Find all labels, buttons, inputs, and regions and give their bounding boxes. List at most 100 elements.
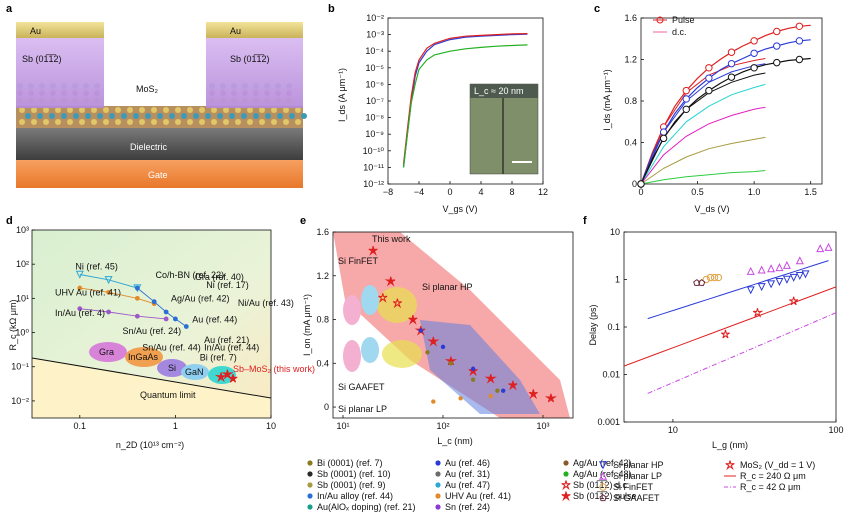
- chart-b-series-line-2: [402, 44, 528, 168]
- legend-e-marker-7: [435, 482, 441, 488]
- chart-e-ytick-label: 0.4: [316, 358, 329, 368]
- chart-e-frame: [332, 231, 574, 419]
- chart-f-point-4: [789, 296, 799, 306]
- mos2-atom: [133, 113, 139, 119]
- chart-b-ytick-label: 10⁻⁹: [365, 129, 384, 139]
- mos2-label: MoS₂: [136, 84, 159, 94]
- mos2-atom: [229, 113, 235, 119]
- chart-d-point: [163, 316, 169, 322]
- chart-c-pulse-point: [773, 58, 781, 67]
- legend-e-marker-5: [435, 460, 441, 466]
- legend-e-marker-3: [307, 493, 313, 499]
- ellipse-gan: [181, 364, 209, 380]
- panel-letter-f: f: [583, 215, 587, 227]
- mos2-atom: [283, 107, 289, 113]
- sb-contact-right: [206, 38, 303, 108]
- legend-e-marker-2: [307, 482, 313, 488]
- panel-letter-e: e: [300, 215, 306, 227]
- chart-e-legend: Bi (0001) (ref. 7)Sb (0001) (ref. 10)Sb …: [307, 458, 637, 512]
- mos2-atom: [169, 113, 175, 119]
- chart-c-dc-line-4: [640, 106, 766, 185]
- chart-d-series-line-2: [79, 308, 167, 320]
- chart-d-point: [106, 309, 111, 315]
- chart-d-point: [173, 316, 178, 322]
- mos2-atom: [283, 119, 289, 125]
- mos2-atom: [115, 107, 121, 113]
- chart-f-ytick-label: 1: [615, 275, 620, 285]
- chart-f-point-1: [775, 263, 784, 272]
- chart-f-line-0: [623, 286, 837, 367]
- chart-b-ytick-label: 10⁻²: [366, 13, 384, 23]
- chart-f-point-2: [710, 273, 719, 282]
- mos2-atom: [103, 107, 109, 113]
- legend-e-marker-11: [563, 471, 569, 477]
- mos2-atom: [157, 113, 163, 119]
- chart-f-point-1: [746, 266, 755, 275]
- panel-letter-a: a: [6, 3, 13, 15]
- gate-label: Gate: [148, 170, 168, 180]
- sb-label-right: Sb (01̅1̅2): [230, 54, 270, 64]
- legend-e-marker-12: [561, 480, 571, 491]
- chart-e-xtick-label: 10¹: [336, 421, 349, 431]
- legend-e-label-10: Ag/Au (ref. 42): [573, 458, 632, 468]
- chart-e-point-pulse: [427, 336, 440, 347]
- chart-c-xtick-label: 0: [638, 187, 643, 197]
- legend-f-label-1: Si planar LP: [613, 471, 662, 481]
- chart-e-point: [495, 388, 500, 393]
- mos2-atom: [55, 107, 61, 113]
- chart-d-point: [77, 306, 83, 312]
- mos2-atom: [31, 107, 37, 113]
- chart-f-ytick-label: 0.001: [597, 417, 620, 427]
- chart-e-point-pulse: [528, 389, 538, 400]
- chart-e-point: [448, 361, 454, 366]
- chart-d-annotation: Au (ref. 21): [204, 335, 249, 345]
- mos2-atom: [109, 113, 115, 119]
- legend-e-label-12: Sb (01̅1̅2) d.c.: [573, 480, 630, 490]
- mos2-atom: [271, 107, 277, 113]
- chart-c-pulse-point: [727, 59, 736, 68]
- chart-f-point-1: [824, 242, 833, 251]
- legend-e-marker-4: [307, 504, 313, 510]
- chart-d-point: [106, 289, 111, 295]
- chart-e-point: [431, 399, 436, 404]
- legend-f-label-2: Si FinFET: [613, 482, 654, 492]
- panel-letter-b: b: [328, 3, 335, 15]
- chart-b-xtick-label: −4: [414, 187, 424, 197]
- chart-b-ytick-label: 10⁻¹²: [363, 179, 384, 189]
- chart-e-point-pulse: [384, 276, 396, 287]
- mos2-atom: [259, 119, 265, 125]
- mos2-atom: [247, 119, 253, 125]
- mos2-atom: [79, 119, 85, 125]
- chart-f-point-0: [775, 277, 784, 286]
- chart-c-legend: Pulse d.c.: [653, 15, 695, 37]
- chart-f-point-1: [782, 260, 791, 269]
- legend-f-marker-3: [599, 494, 607, 502]
- mos2-atom: [265, 113, 271, 119]
- mos2-atom: [187, 119, 193, 125]
- chart-e-point: [418, 328, 424, 333]
- legend-dc-label: d.c.: [672, 27, 687, 37]
- legend-f-marker-0: [598, 461, 608, 470]
- chart-d-point: [221, 369, 234, 380]
- chart-c-dc-line-1: [640, 63, 766, 185]
- chart-d-point: [134, 313, 140, 319]
- mos2-atom: [199, 107, 205, 113]
- mos2-atom: [121, 113, 127, 119]
- chart-c-ytick-label: 0.8: [624, 96, 637, 106]
- mos2-atom: [151, 107, 157, 113]
- chart-b-inset-header: [470, 84, 538, 98]
- chart-b-ytick-label: 10⁻¹⁰: [363, 146, 385, 156]
- chart-c-xtick-label: 0.5: [691, 187, 704, 197]
- ellipse-si: [157, 359, 187, 377]
- mos2-atom: [43, 107, 49, 113]
- legend-pulse-label: Pulse: [672, 15, 695, 25]
- legend-e-label-2: Sb (0001) (ref. 9): [317, 480, 386, 490]
- mos2-atom: [91, 107, 97, 113]
- mos2-atom: [223, 107, 229, 113]
- chart-e-ytick-label: 1.6: [316, 227, 329, 237]
- chart-c: I_ds (mA μm⁻¹) V_ds (V) 0 0.5 1.0 1.5 0 0.4 0.…: [602, 13, 823, 214]
- chart-b-ytick-label: 10⁻⁶: [366, 79, 385, 89]
- chart-e-point-dc: [378, 293, 388, 303]
- chart-d-annotation: Sb–MoS₂ (this work): [233, 364, 315, 374]
- au-top-right: [206, 22, 303, 38]
